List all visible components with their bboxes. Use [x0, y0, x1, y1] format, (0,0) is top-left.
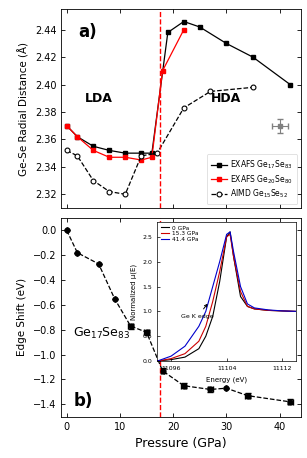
- AIMD Ge$_{15}$Se$_{52}$: [91, 178, 95, 183]
- X-axis label: Pressure (GPa): Pressure (GPa): [135, 437, 227, 450]
- AIMD Ge$_{15}$Se$_{52}$: [182, 105, 186, 111]
- EXAFS Ge$_{17}$Se$_{83}$: [65, 123, 68, 128]
- AIMD Ge$_{15}$Se$_{52}$: [251, 85, 255, 90]
- Text: Ge$_{17}$Se$_{83}$: Ge$_{17}$Se$_{83}$: [73, 326, 130, 341]
- Legend: EXAFS Ge$_{17}$Se$_{83}$, EXAFS Ge$_{20}$Se$_{80}$, AIMD Ge$_{15}$Se$_{52}$: EXAFS Ge$_{17}$Se$_{83}$, EXAFS Ge$_{20}…: [207, 154, 297, 204]
- Text: HDA: HDA: [211, 92, 242, 105]
- EXAFS Ge$_{17}$Se$_{83}$: [76, 134, 79, 139]
- EXAFS Ge$_{17}$Se$_{83}$: [107, 147, 111, 153]
- Y-axis label: Edge Shift (eV): Edge Shift (eV): [17, 278, 28, 356]
- EXAFS Ge$_{17}$Se$_{83}$: [123, 150, 127, 156]
- EXAFS Ge$_{20}$Se$_{80}$: [123, 154, 127, 160]
- AIMD Ge$_{15}$Se$_{52}$: [65, 147, 68, 153]
- Text: b): b): [73, 392, 93, 410]
- EXAFS Ge$_{17}$Se$_{83}$: [288, 82, 292, 87]
- EXAFS Ge$_{17}$Se$_{83}$: [198, 24, 202, 30]
- EXAFS Ge$_{17}$Se$_{83}$: [150, 150, 154, 156]
- EXAFS Ge$_{20}$Se$_{80}$: [150, 154, 154, 160]
- EXAFS Ge$_{20}$Se$_{80}$: [107, 154, 111, 160]
- Line: AIMD Ge$_{15}$Se$_{52}$: AIMD Ge$_{15}$Se$_{52}$: [64, 85, 255, 197]
- AIMD Ge$_{15}$Se$_{52}$: [76, 153, 79, 158]
- AIMD Ge$_{15}$Se$_{52}$: [155, 150, 159, 156]
- EXAFS Ge$_{20}$Se$_{80}$: [139, 157, 143, 163]
- EXAFS Ge$_{20}$Se$_{80}$: [91, 147, 95, 153]
- Text: LDA: LDA: [85, 92, 113, 105]
- AIMD Ge$_{15}$Se$_{52}$: [208, 89, 212, 94]
- Line: EXAFS Ge$_{17}$Se$_{83}$: EXAFS Ge$_{17}$Se$_{83}$: [64, 19, 293, 156]
- EXAFS Ge$_{20}$Se$_{80}$: [65, 123, 68, 128]
- EXAFS Ge$_{20}$Se$_{80}$: [161, 68, 164, 74]
- EXAFS Ge$_{17}$Se$_{83}$: [166, 30, 170, 35]
- AIMD Ge$_{15}$Se$_{52}$: [107, 189, 111, 194]
- AIMD Ge$_{15}$Se$_{52}$: [123, 191, 127, 197]
- Line: EXAFS Ge$_{20}$Se$_{80}$: EXAFS Ge$_{20}$Se$_{80}$: [64, 27, 186, 163]
- AIMD Ge$_{15}$Se$_{52}$: [139, 153, 143, 158]
- EXAFS Ge$_{17}$Se$_{83}$: [139, 150, 143, 156]
- EXAFS Ge$_{20}$Se$_{80}$: [182, 27, 186, 33]
- EXAFS Ge$_{17}$Se$_{83}$: [224, 41, 228, 46]
- EXAFS Ge$_{20}$Se$_{80}$: [76, 134, 79, 139]
- Y-axis label: Ge-Se Radial Distance (Å): Ge-Se Radial Distance (Å): [18, 42, 29, 175]
- Text: a): a): [78, 23, 97, 41]
- EXAFS Ge$_{17}$Se$_{83}$: [182, 19, 186, 24]
- EXAFS Ge$_{17}$Se$_{83}$: [91, 143, 95, 149]
- EXAFS Ge$_{17}$Se$_{83}$: [251, 55, 255, 60]
